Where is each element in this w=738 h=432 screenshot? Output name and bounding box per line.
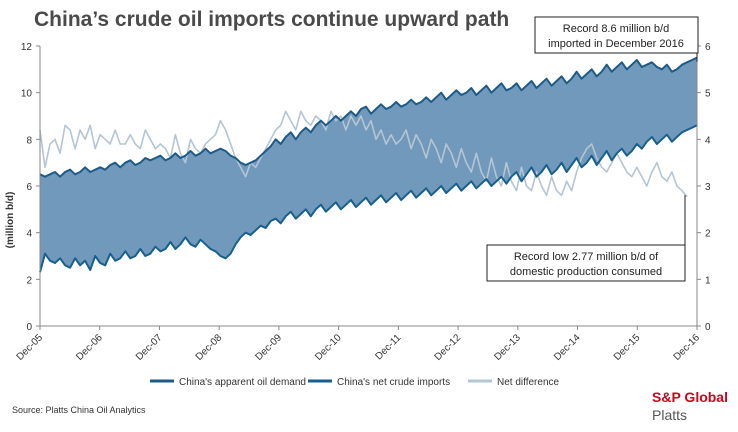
source-note: Source: Platts China Oil Analytics — [12, 405, 146, 415]
x-tick-label: Dec-06 — [74, 332, 105, 363]
x-tick-label: Dec-13 — [492, 332, 523, 363]
legend: China's apparent oil demand China's net c… — [150, 377, 560, 388]
apparent-demand-line — [39, 56, 698, 178]
y-tick-label-right: 3 — [705, 182, 711, 193]
x-tick-label: Dec-08 — [194, 332, 225, 363]
y-tick-label-left: 8 — [26, 135, 32, 146]
record-low-annotation-line2: domestic production consumed — [510, 266, 662, 278]
legend-label: China's apparent oil demand — [179, 377, 306, 388]
y-tick-label-left: 10 — [21, 89, 33, 100]
x-tick-label: Dec-09 — [253, 332, 284, 363]
y-tick-label-left: 0 — [26, 322, 32, 333]
x-tick-label: Dec-16 — [672, 332, 703, 363]
legend-label: Net difference — [497, 377, 560, 388]
x-tick-label: Dec-14 — [552, 332, 583, 363]
y-tick-label-right: 5 — [705, 89, 711, 100]
legend-label: China's net crude imports — [337, 377, 450, 388]
x-tick-label: Dec-07 — [134, 332, 165, 363]
record-imports-annotation-line1: Record 8.6 million b/d — [563, 23, 669, 35]
brand-logo-line2: Platts — [652, 407, 688, 423]
y-tick-label-left: 4 — [26, 229, 32, 240]
y-ticks-right: 0 1 2 3 4 5 6 — [697, 42, 711, 333]
imports-demand-band — [40, 57, 697, 273]
net-difference-line — [39, 110, 688, 198]
y-tick-label-right: 2 — [705, 229, 711, 240]
record-low-annotation: Record low 2.77 million b/d of domestic … — [486, 195, 686, 282]
x-tick-label: Dec-12 — [433, 332, 464, 363]
x-tick-label: Dec-15 — [612, 332, 643, 363]
y-tick-label-right: 0 — [705, 322, 711, 333]
x-ticks: Dec-05 Dec-06 Dec-07 Dec-08 Dec-09 Dec-10 Dec-… — [15, 326, 703, 363]
x-tick-label: Dec-11 — [373, 332, 403, 362]
y-tick-label-left: 12 — [21, 42, 33, 53]
record-imports-annotation-line2: imported in December 2016 — [548, 38, 684, 50]
x-tick-label: Dec-10 — [313, 332, 344, 363]
y-ticks-left: 0 2 4 6 8 10 12 — [21, 42, 40, 333]
y-axis-label: (million b/d) — [5, 192, 16, 249]
record-low-annotation-line1: Record low 2.77 million b/d of — [514, 251, 659, 263]
record-imports-annotation: Record 8.6 million b/d imported in Decem… — [534, 16, 699, 62]
y-tick-label-left: 2 — [26, 275, 32, 286]
x-tick-label: Dec-05 — [15, 332, 46, 363]
net-imports-line — [39, 124, 698, 273]
y-tick-label-left: 6 — [26, 182, 32, 193]
y-tick-label-right: 4 — [705, 135, 711, 146]
chart-title: China’s crude oil imports continue upwar… — [34, 8, 510, 31]
y-tick-label-right: 1 — [705, 275, 711, 286]
brand-logo-line1: S&P Global — [652, 389, 728, 405]
y-tick-label-right: 6 — [705, 42, 711, 53]
